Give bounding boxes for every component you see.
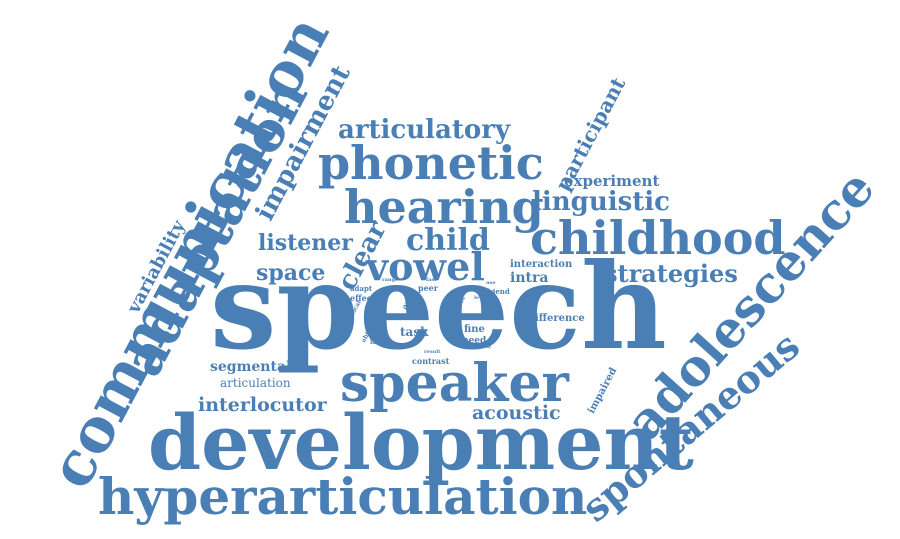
word-child: child [406, 223, 490, 258]
word-phonetic: phonetic [318, 136, 544, 190]
word-hearing: hearing [344, 180, 544, 234]
word-adapt: adapt [350, 284, 373, 293]
word-peer: peer [418, 283, 438, 293]
word-strategies: strategies [604, 259, 738, 288]
word-interaction: interaction [510, 259, 573, 270]
word-speaker: speaker [340, 353, 569, 414]
word-interlocutor: interlocutor [198, 394, 327, 416]
word-intra: intra [510, 270, 549, 286]
word-articulatory: articulatory [338, 115, 511, 145]
word-level: level [474, 295, 488, 301]
word-range: range [382, 277, 399, 283]
word-need: need [462, 336, 487, 346]
word-friend: friend [486, 287, 510, 296]
word-development: development [148, 398, 694, 487]
word-speech: speech [210, 237, 667, 376]
word-articulation: articulation [220, 376, 291, 390]
word-acoustic: acoustic [472, 402, 561, 424]
word-effect: effect [350, 293, 376, 303]
word-listener: listener [258, 230, 353, 256]
word-result: result [424, 349, 441, 355]
word-vowel: vowel [366, 244, 485, 289]
word-difference: difference [528, 313, 585, 324]
word-experiment: experiment [564, 172, 660, 190]
word-larger: larger [370, 339, 391, 346]
word-contrast: contrast [412, 356, 450, 366]
word-linguistic: linguistic [532, 187, 670, 217]
word-segmental: segmental [210, 359, 292, 375]
word-childhood: childhood [530, 211, 786, 265]
word-fine: fine [464, 324, 485, 335]
word-task: task [400, 325, 429, 339]
word-fast: fast [426, 277, 437, 283]
word-space: space [256, 260, 326, 286]
word-hyperarticulation: hyperarticulation [98, 467, 588, 526]
word-use: use [486, 280, 496, 286]
